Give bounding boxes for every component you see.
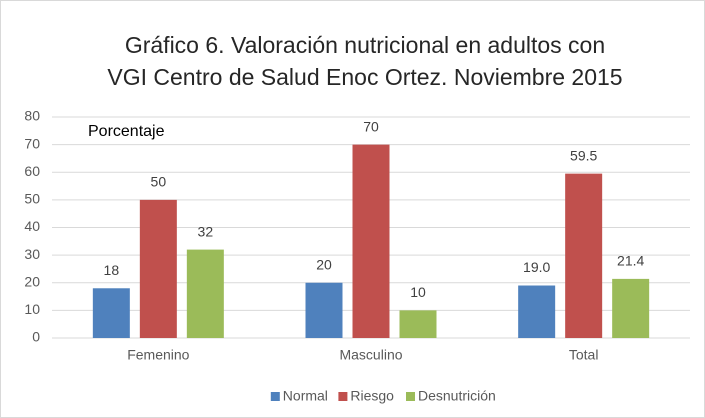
value-label: 20 bbox=[316, 256, 332, 272]
value-label: 32 bbox=[198, 223, 214, 239]
value-label: 19.0 bbox=[523, 259, 550, 275]
value-label: 21.4 bbox=[617, 253, 644, 269]
legend-swatch bbox=[406, 392, 415, 401]
bar bbox=[352, 144, 390, 338]
y-tick-label: 70 bbox=[24, 135, 40, 151]
legend-label: Normal bbox=[283, 388, 328, 404]
legend-swatch bbox=[270, 392, 280, 401]
y-tick-label: 0 bbox=[32, 329, 40, 345]
bar bbox=[518, 285, 556, 338]
bar bbox=[305, 282, 343, 338]
bar bbox=[399, 310, 437, 338]
legend-swatch bbox=[338, 392, 348, 401]
bar bbox=[92, 288, 130, 338]
value-label: 10 bbox=[410, 284, 426, 300]
legend-label: Riesgo bbox=[350, 388, 394, 404]
value-label: 70 bbox=[363, 118, 379, 134]
x-tick-label: Total bbox=[569, 347, 599, 363]
value-label: 50 bbox=[151, 174, 167, 190]
bar bbox=[612, 278, 650, 338]
y-tick-label: 30 bbox=[24, 246, 40, 262]
value-label: 59.5 bbox=[570, 147, 597, 163]
y-tick-label: 50 bbox=[24, 191, 40, 207]
x-tick-label: Femenino bbox=[127, 347, 189, 363]
y-tick-label: 60 bbox=[24, 163, 40, 179]
chart-title: Gráfico 6. Valoración nutricional en adu… bbox=[125, 32, 605, 58]
value-label: 18 bbox=[104, 262, 120, 278]
bar bbox=[565, 173, 603, 338]
x-tick-label: Masculino bbox=[339, 347, 402, 363]
legend-label: Desnutrición bbox=[418, 388, 496, 404]
y-tick-label: 10 bbox=[24, 301, 40, 317]
bar bbox=[186, 249, 224, 338]
annotation: Porcentaje bbox=[88, 123, 165, 140]
y-tick-label: 80 bbox=[24, 108, 40, 124]
chart-title: VGI Centro de Salud Enoc Ortez. Noviembr… bbox=[107, 64, 622, 90]
y-tick-label: 40 bbox=[24, 218, 40, 234]
y-tick-label: 20 bbox=[24, 273, 40, 289]
bar bbox=[139, 199, 177, 338]
